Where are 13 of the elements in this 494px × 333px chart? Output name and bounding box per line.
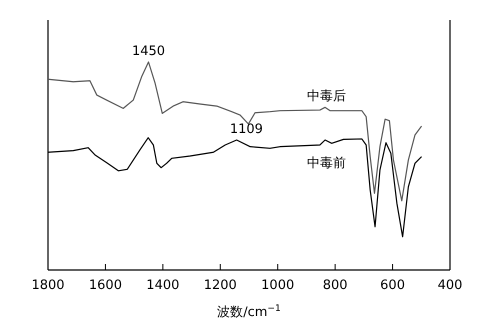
x-tick-label: 1200 [204,278,237,293]
x-tick-label: 600 [380,278,405,293]
annotation: 1450 [132,44,166,59]
series-label: 中毒后 [307,89,346,104]
annotation: 1109 [230,122,263,137]
x-tick-label: 1600 [88,278,122,293]
x-tick-label: 1800 [31,278,65,293]
x-tick-label: 800 [322,278,348,293]
x-tick-label: 1400 [146,278,180,293]
x-tick-label: 1000 [261,278,294,293]
x-axis-title: 波数/cm$^{−1}$ [217,304,281,320]
x-tick-label: 400 [438,278,462,293]
series-label: 中毒前 [307,156,346,171]
